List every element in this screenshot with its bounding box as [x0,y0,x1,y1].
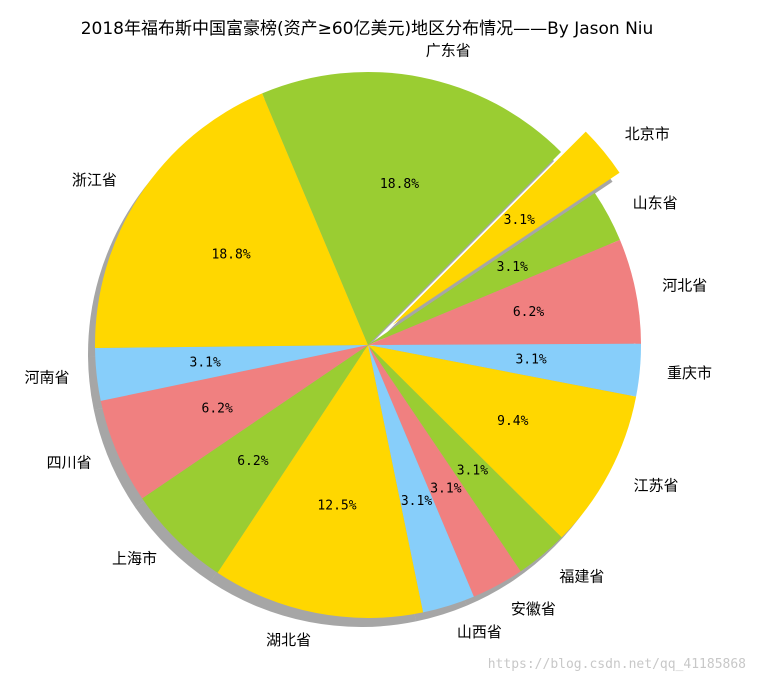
percent-label-9: 6.2% [237,454,268,469]
percent-label-7: 3.1% [401,494,432,509]
pie-slice-0 [392,131,620,325]
category-label-2: 河北省 [662,276,707,294]
category-label-4: 江苏省 [634,476,679,494]
percent-label-1: 3.1% [497,260,528,275]
percent-label-10: 6.2% [202,402,233,417]
percent-label-4: 9.4% [497,414,528,429]
chart-title: 2018年福布斯中国富豪榜(资产≥60亿美元)地区分布情况——By Jason … [81,18,654,39]
percent-label-6: 3.1% [430,482,461,497]
watermark: https://blog.csdn.net/qq_41185868 [488,657,746,672]
category-label-9: 上海市 [112,550,157,568]
percent-label-3: 3.1% [515,353,546,368]
pie-slice-3 [368,343,642,397]
percent-label-0: 3.1% [504,213,535,228]
category-label-0: 北京市 [625,125,670,143]
pie-slice-2 [368,239,641,345]
category-label-11: 河南省 [24,369,69,387]
pie-slice-6 [368,345,521,597]
category-label-12: 浙江省 [72,171,117,189]
percent-label-12: 18.8% [212,248,251,263]
pie-slice-13 [262,72,562,346]
pie-slice-12 [95,93,368,349]
pie-slice-11 [95,345,369,401]
category-label-10: 四川省 [47,453,92,471]
percent-labels: 3.1%3.1%6.2%3.1%9.4%3.1%3.1%3.1%12.5%6.2… [190,177,547,513]
pie-slice-4 [368,345,637,538]
percent-label-8: 12.5% [317,498,356,513]
category-label-5: 福建省 [559,567,604,585]
pie-slice-9 [142,345,368,573]
category-label-8: 湖北省 [266,631,311,649]
category-label-7: 山西省 [457,623,502,641]
pie-slice-5 [368,345,562,572]
percent-label-2: 6.2% [513,305,544,320]
pie-slice-1 [368,193,620,345]
category-label-13: 广东省 [426,41,471,59]
pie-slice-7 [368,345,474,613]
percent-label-11: 3.1% [190,355,221,370]
category-label-1: 山东省 [633,194,678,212]
category-label-3: 重庆市 [667,364,712,382]
pie-slice-8 [217,345,424,618]
percent-label-13: 18.8% [380,177,419,192]
category-label-6: 安徽省 [511,600,556,618]
pie-slices [95,72,642,618]
pie-slice-10 [100,345,368,499]
percent-label-5: 3.1% [457,464,488,479]
